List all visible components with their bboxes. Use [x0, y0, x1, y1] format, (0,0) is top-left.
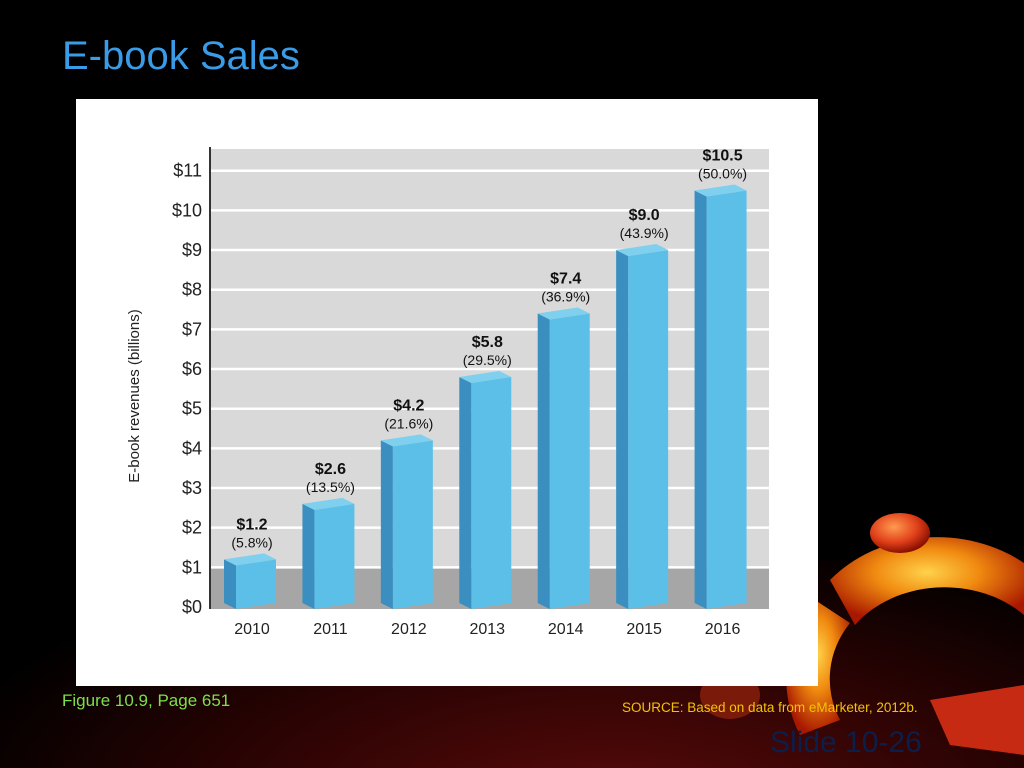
bar-front — [706, 190, 747, 609]
y-tick-label: $1 — [182, 557, 202, 577]
bar-top — [380, 434, 433, 447]
y-tick-label: $11 — [173, 161, 202, 181]
x-tick-label: 2013 — [469, 621, 505, 638]
bar-front — [392, 440, 433, 609]
bar-percent-label: (50.0%) — [698, 166, 747, 182]
bar-front — [471, 376, 512, 609]
x-tick-label: 2011 — [313, 621, 348, 638]
bar-side — [224, 559, 236, 609]
y-tick-label: $8 — [182, 280, 202, 300]
y-tick-label: $4 — [182, 438, 202, 458]
bar-value-label: $1.2 — [236, 516, 267, 533]
bar-side — [616, 250, 629, 609]
bar-top — [616, 244, 669, 257]
slide-number: Slide 10-26 — [770, 726, 922, 759]
x-tick-label: 2012 — [391, 621, 427, 638]
bar-top — [224, 553, 276, 566]
bar-top — [302, 497, 355, 510]
bar-front — [549, 313, 590, 609]
bar-side — [459, 376, 472, 609]
y-tick-label: $5 — [182, 399, 202, 419]
x-tick-label: 2014 — [548, 621, 584, 638]
x-tick-label: 2015 — [626, 621, 662, 638]
bar-chart: $0 $1 $2 $3 $4 $5 $6 $7 $8 $9 $10 $11 E-book revenue… — [126, 147, 769, 638]
bar-percent-label: (29.5%) — [463, 352, 512, 368]
x-tick-label: 2010 — [234, 621, 270, 638]
bar-percent-label: (21.6%) — [384, 415, 433, 431]
bar-value-label: $2.6 — [315, 461, 346, 478]
bar-top — [694, 184, 747, 197]
y-axis-label: E-book revenues (billions) — [126, 309, 143, 482]
source-note: SOURCE: Based on data from eMarketer, 20… — [622, 700, 918, 715]
bar-side — [694, 190, 707, 609]
y-tick-label: $3 — [182, 478, 202, 498]
bar-percent-label: (13.5%) — [306, 479, 355, 495]
bar-front — [628, 250, 669, 609]
bar-top — [537, 307, 590, 320]
bar-value-label: $7.4 — [550, 271, 581, 288]
bar-side — [380, 440, 393, 609]
bar-value-label: $10.5 — [703, 148, 743, 165]
y-tick-label: $10 — [172, 200, 202, 220]
y-tick-label: $0 — [182, 597, 202, 617]
ubuntu-logo — [700, 513, 1024, 755]
bar-side — [537, 313, 550, 609]
bar-top — [459, 370, 512, 383]
figure-caption: Figure 10.9, Page 651 — [62, 691, 231, 710]
bar-percent-label: (43.9%) — [620, 225, 669, 241]
bar-value-label: $9.0 — [629, 207, 660, 224]
bar-front — [236, 559, 276, 609]
bar-front — [314, 503, 355, 609]
y-tick-label: $7 — [182, 319, 202, 339]
bar-percent-label: (36.9%) — [541, 289, 590, 305]
y-tick-label: $6 — [182, 359, 202, 379]
y-tick-label: $9 — [182, 240, 202, 260]
chart-panel: $0 $1 $2 $3 $4 $5 $6 $7 $8 $9 $10 $11 E-book revenue… — [76, 99, 818, 686]
bar-value-label: $5.8 — [472, 334, 503, 351]
bar-percent-label: (5.8%) — [231, 534, 272, 550]
bar-side — [302, 503, 315, 609]
x-tick-label: 2016 — [705, 621, 741, 638]
y-tick-label: $2 — [182, 518, 202, 538]
bar-value-label: $4.2 — [393, 397, 424, 414]
slide-title: E-book Sales — [62, 34, 300, 78]
